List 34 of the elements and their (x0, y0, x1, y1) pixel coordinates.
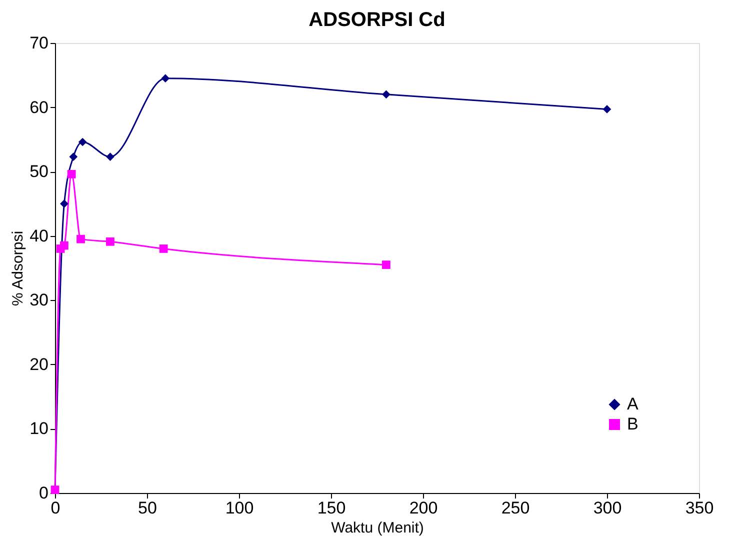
y-tick-label: 30 (30, 290, 48, 310)
x-tick-label: 250 (501, 498, 530, 518)
y-tick-label: 40 (30, 226, 48, 246)
point (78, 138, 87, 146)
y-tick-label: 20 (30, 354, 48, 374)
point (161, 74, 170, 83)
point (382, 260, 390, 269)
y-tick-label: 70 (30, 34, 48, 52)
point (60, 200, 68, 208)
x-tick-label: 50 (138, 498, 157, 518)
x-tick-label: 300 (593, 498, 622, 518)
x-tick-label: 150 (317, 498, 346, 518)
legend-label: B (627, 414, 638, 434)
point (76, 234, 85, 244)
y-axis-title: % Adsorpsi (10, 230, 27, 306)
point (67, 170, 76, 178)
point (382, 90, 390, 99)
point (602, 105, 612, 114)
x-tick-label: 0 (50, 498, 60, 518)
point (159, 244, 168, 253)
point (106, 237, 114, 246)
point (106, 152, 114, 161)
x-tick-label: 100 (225, 498, 254, 518)
x-tick-label: 350 (685, 498, 714, 518)
legend-label: A (627, 394, 639, 414)
point (69, 152, 78, 161)
x-tick-label: 200 (409, 498, 438, 518)
chart-title: ADSORPSI Cd (308, 9, 446, 31)
y-tick-label: 50 (30, 162, 48, 182)
x-axis-title: Waktu (Menit) (331, 520, 424, 536)
y-tick-label: 60 (30, 98, 48, 117)
y-tick-label: 0 (39, 484, 48, 502)
y-tick-label: 10 (30, 419, 48, 438)
point (60, 241, 68, 250)
